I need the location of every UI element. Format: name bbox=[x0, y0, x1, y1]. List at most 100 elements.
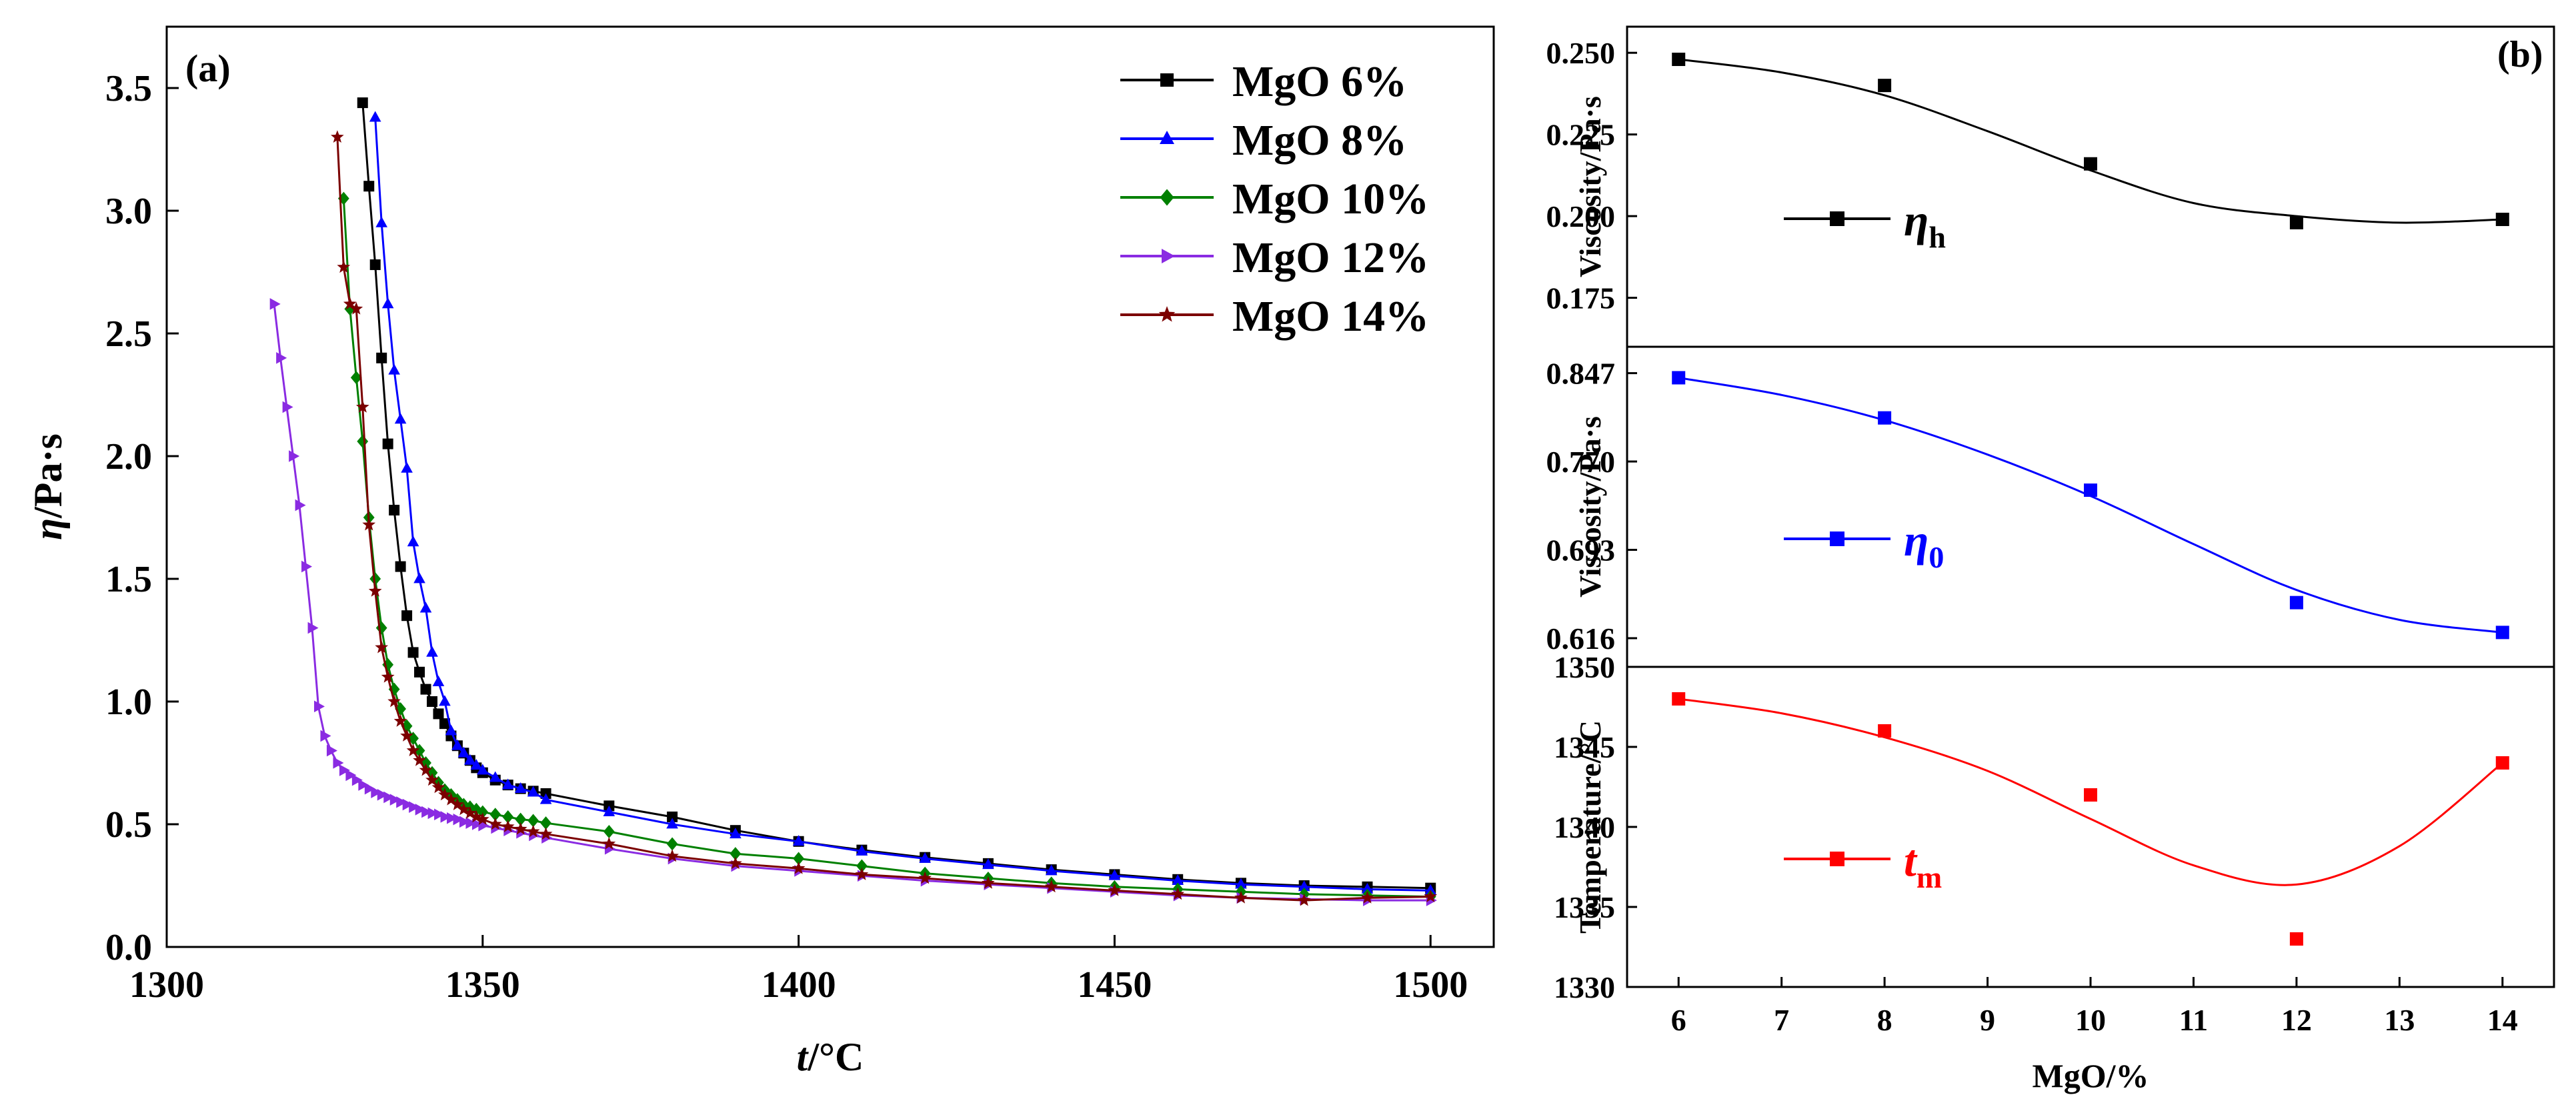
data-point-mgo-14 bbox=[1234, 891, 1248, 904]
data-point-mgo-12 bbox=[383, 791, 395, 804]
panel-a-x-tick-label: 1500 bbox=[1393, 964, 1468, 1006]
data-point-mgo-14 bbox=[475, 812, 489, 826]
data-point-mgo-8 bbox=[369, 111, 381, 122]
data-point-mgo-8 bbox=[1108, 869, 1121, 880]
legend-marker-mgo-14 bbox=[1158, 306, 1176, 322]
panel-b-y-tick-label: 0.175 bbox=[1546, 281, 1616, 315]
panel-a-axes: 1300 1350 1400 1450 1500 0.0 0.5 1.0 1.5 2.0 2.5 3.… bbox=[105, 68, 1468, 1006]
panel-a-x-tick-label: 1300 bbox=[129, 964, 204, 1006]
data-point-mgo-6 bbox=[395, 561, 406, 572]
data-point-mgo-8 bbox=[375, 216, 387, 227]
legend-label-t-m: tm bbox=[1904, 835, 1942, 894]
data-point-mgo-14 bbox=[406, 744, 420, 756]
data-point-mgo-10 bbox=[793, 852, 805, 866]
data-point-mgo-8 bbox=[464, 754, 476, 765]
data-point-mgo-14 bbox=[526, 824, 540, 838]
data-point-mgo-8 bbox=[856, 844, 868, 856]
data-point-t-m bbox=[1878, 724, 1892, 738]
data-point-mgo-12 bbox=[402, 798, 413, 811]
panel-b-x-tick-label: 13 bbox=[2384, 1003, 2415, 1037]
data-point-mgo-12 bbox=[471, 818, 483, 830]
data-point-mgo-8 bbox=[792, 835, 805, 846]
panel-a-x-tick-label: 1450 bbox=[1077, 964, 1152, 1006]
data-point-mgo-8 bbox=[1361, 882, 1374, 894]
legend-label-mgo-12: MgO 12% bbox=[1232, 233, 1429, 282]
panel-b-subplot--0: 0.616 0.693 0.770 0.847 Viscosity/Pa·s η0 bbox=[1546, 357, 2509, 656]
data-point-mgo-8 bbox=[603, 806, 615, 816]
legend-marker-mgo-10 bbox=[1160, 189, 1174, 206]
data-point-mgo-12 bbox=[345, 769, 357, 782]
data-point-mgo-12 bbox=[465, 817, 477, 829]
legend-marker-mgo-6 bbox=[1160, 73, 1174, 87]
data-point-mgo-14 bbox=[602, 837, 616, 850]
legend-label--h: ηh bbox=[1904, 195, 1946, 254]
data-point-mgo-14 bbox=[463, 806, 477, 819]
data-point-mgo-8 bbox=[1045, 864, 1058, 876]
data-point-mgo-12 bbox=[326, 744, 337, 757]
legend-label-mgo-10: MgO 10% bbox=[1232, 175, 1429, 223]
panel-a-y-tick-label: 0.0 bbox=[105, 927, 152, 968]
panel-a-y-tick-label: 1.5 bbox=[105, 559, 152, 600]
data-point-mgo-14 bbox=[1044, 880, 1058, 893]
data-point-mgo-14 bbox=[982, 876, 995, 889]
data-point-mgo-14 bbox=[539, 827, 553, 840]
panel-b-y-tick-label: 0.693 bbox=[1546, 533, 1616, 568]
data-point-mgo-6 bbox=[376, 352, 387, 363]
data-point-mgo-6 bbox=[407, 647, 419, 658]
panel-b-y-axis-label: Viscosity/Pa·s bbox=[1573, 96, 1607, 277]
data-point-mgo-12 bbox=[377, 789, 388, 801]
data-point-mgo-6 bbox=[433, 708, 444, 720]
data-point-mgo-8 bbox=[1172, 874, 1184, 886]
data-point-mgo-14 bbox=[513, 822, 527, 835]
data-point-mgo-6 bbox=[357, 97, 368, 109]
data-point-mgo-14 bbox=[343, 297, 357, 310]
legend-label-mgo-8: MgO 8% bbox=[1232, 116, 1407, 165]
panel-b-y-tick-label: 1350 bbox=[1554, 650, 1615, 684]
panel-b-content: 0.175 0.200 0.225 0.250 Viscosity/Pa·s ηh 0.61… bbox=[1546, 36, 2518, 1037]
legend-marker--h bbox=[1830, 211, 1844, 226]
data-point-mgo-14 bbox=[792, 861, 806, 874]
data-point-mgo-12 bbox=[371, 786, 382, 798]
panel-b-label: (b) bbox=[2497, 34, 2543, 75]
panel-b-y-tick-label: 0.200 bbox=[1546, 199, 1616, 233]
panel-a-legend: MgO 6% MgO 8% MgO 10% MgO 12% MgO 14% bbox=[1120, 57, 1429, 341]
data-point--h bbox=[1672, 52, 1686, 66]
panel-b-y-tick-label: 0.847 bbox=[1546, 357, 1616, 391]
data-point-mgo-8 bbox=[419, 602, 432, 613]
legend-marker-mgo-12 bbox=[1162, 249, 1175, 263]
data-point-mgo-14 bbox=[488, 817, 502, 830]
data-point--0 bbox=[1672, 371, 1686, 385]
data-point-mgo-10 bbox=[515, 812, 527, 826]
data-point-mgo-14 bbox=[349, 301, 363, 315]
data-point-mgo-14 bbox=[375, 640, 389, 654]
data-point-mgo-8 bbox=[477, 764, 489, 775]
panel-a-y-tick-label: 2.5 bbox=[105, 313, 152, 355]
data-point-mgo-14 bbox=[666, 849, 679, 862]
panel-a-viscosity-vs-temperature: 1300 1350 1400 1450 1500 0.0 0.5 1.0 1.5 2.0 2.5 3.… bbox=[26, 25, 1495, 1079]
data-point--0 bbox=[1878, 411, 1892, 425]
data-point-mgo-8 bbox=[413, 572, 425, 584]
panel-a-x-tick-label: 1350 bbox=[445, 964, 520, 1006]
data-point-mgo-10 bbox=[357, 434, 369, 448]
data-point-mgo-10 bbox=[375, 621, 387, 635]
data-point-mgo-8 bbox=[407, 535, 419, 547]
panel-b-x-tick-label: 14 bbox=[2487, 1003, 2518, 1037]
data-point-mgo-10 bbox=[502, 810, 514, 824]
data-point-mgo-8 bbox=[381, 297, 394, 309]
data-point-mgo-8 bbox=[394, 413, 407, 424]
panel-b-x-tick-label: 7 bbox=[1774, 1003, 1789, 1037]
data-point-mgo-6 bbox=[414, 666, 425, 678]
data-point-mgo-12 bbox=[333, 757, 344, 769]
data-point-mgo-14 bbox=[1297, 893, 1311, 906]
data-point-mgo-14 bbox=[444, 792, 458, 806]
series-line-mgo-12 bbox=[273, 303, 1431, 902]
data-point-mgo-8 bbox=[445, 724, 457, 736]
data-point-mgo-8 bbox=[401, 461, 413, 473]
panel-a-x-axis-label: t/°C bbox=[797, 1035, 864, 1079]
fit-curve--h bbox=[1678, 58, 2503, 224]
data-point-mgo-12 bbox=[389, 794, 401, 806]
data-point-mgo-8 bbox=[501, 778, 514, 790]
data-point-mgo-10 bbox=[527, 814, 539, 828]
data-point-mgo-12 bbox=[415, 804, 426, 816]
